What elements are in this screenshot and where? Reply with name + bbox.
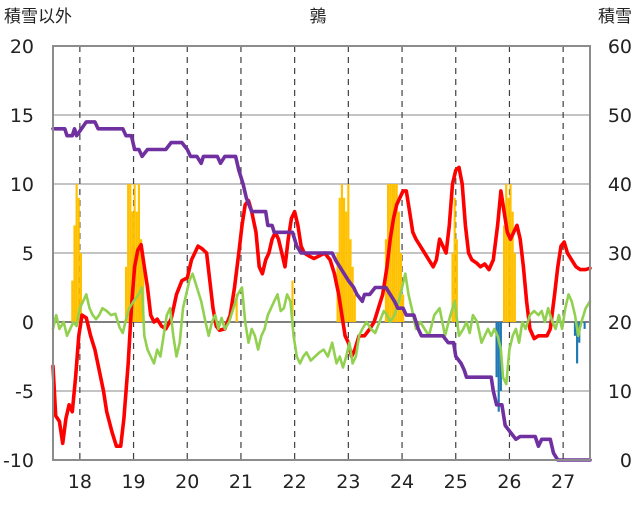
left-tick-label: 20 <box>10 36 34 58</box>
x-tick-label: 22 <box>283 471 307 493</box>
right-tick-label: 0 <box>620 450 632 472</box>
x-tick-label: 21 <box>229 471 253 493</box>
x-tick-label: 20 <box>175 471 199 493</box>
bar <box>395 184 398 322</box>
x-tick-label: 26 <box>497 471 521 493</box>
bar <box>353 294 356 322</box>
bar <box>75 184 78 322</box>
bar <box>235 294 238 322</box>
plot-frame <box>52 45 591 461</box>
bar <box>509 184 512 322</box>
bar <box>397 211 400 322</box>
right-axis-ticks: 0 10 20 30 40 50 60 <box>608 36 632 472</box>
bar <box>124 266 128 322</box>
chart-title: 鶉 <box>310 7 327 27</box>
bar <box>511 211 514 322</box>
bar <box>576 322 579 364</box>
bar <box>129 184 132 322</box>
bar <box>79 253 82 322</box>
bar <box>340 184 343 322</box>
bar <box>291 280 294 322</box>
bar <box>393 184 396 322</box>
right-tick-label: 10 <box>608 381 632 403</box>
bar <box>77 197 80 322</box>
bar <box>345 211 348 322</box>
right-axis-title: 積雪 <box>598 7 632 27</box>
bar <box>342 197 346 322</box>
lines <box>51 120 592 462</box>
bar <box>139 239 143 322</box>
bar <box>507 197 510 322</box>
x-tick-label: 24 <box>390 471 414 493</box>
bar <box>497 322 500 412</box>
bar <box>513 253 516 322</box>
left-tick-label: -5 <box>15 381 34 403</box>
bar <box>391 184 394 322</box>
bar <box>455 239 458 322</box>
left-tick-label: -10 <box>3 450 34 472</box>
bar <box>451 253 454 322</box>
bar <box>127 184 130 322</box>
bar <box>338 197 341 322</box>
bar <box>503 225 506 322</box>
bar <box>351 266 354 322</box>
bar <box>71 280 74 322</box>
left-tick-label: 0 <box>22 312 34 334</box>
right-tick-label: 20 <box>608 312 632 334</box>
bar <box>573 322 577 336</box>
bar <box>495 322 498 378</box>
x-tick-label: 19 <box>121 471 145 493</box>
bar <box>133 184 136 322</box>
x-axis-ticks: 18 19 20 21 22 23 24 25 26 27 <box>68 471 575 493</box>
left-axis-title: 積雪以外 <box>4 7 72 27</box>
series-line <box>51 272 592 386</box>
bar <box>135 211 138 322</box>
bar <box>73 225 76 322</box>
right-tick-label: 40 <box>608 174 632 196</box>
left-tick-label: 5 <box>22 243 34 265</box>
bar <box>583 322 586 329</box>
x-tick-label: 23 <box>336 471 360 493</box>
bar <box>131 211 134 322</box>
x-tick-label: 25 <box>444 471 468 493</box>
right-tick-label: 50 <box>608 105 632 127</box>
left-tick-label: 10 <box>10 174 34 196</box>
bar <box>505 184 508 322</box>
bar <box>347 184 350 322</box>
left-axis-ticks: -10 -5 0 5 10 15 20 <box>3 36 34 472</box>
left-tick-label: 15 <box>10 105 34 127</box>
bar <box>453 197 456 322</box>
x-tick-label: 27 <box>551 471 575 493</box>
x-tick-label: 18 <box>68 471 92 493</box>
right-tick-label: 60 <box>608 36 632 58</box>
right-tick-label: 30 <box>608 243 632 265</box>
series-line <box>51 120 592 462</box>
